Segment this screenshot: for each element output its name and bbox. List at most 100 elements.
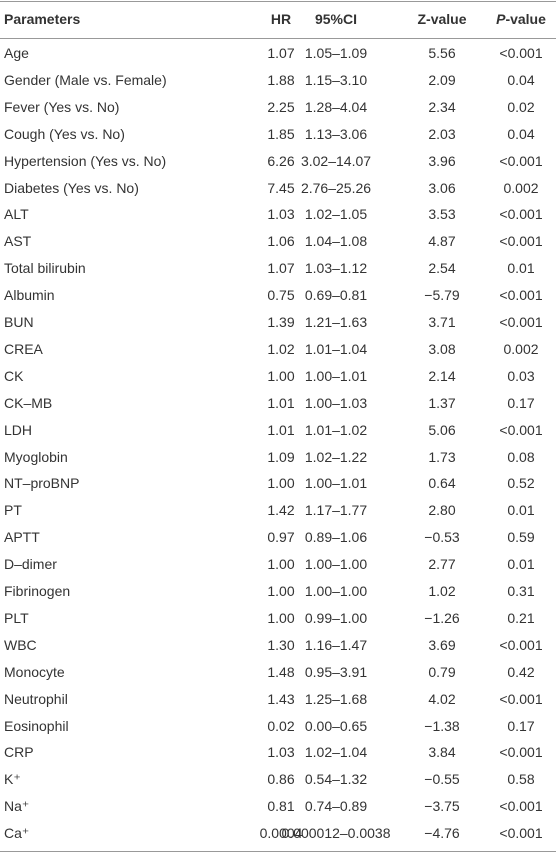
value-cell: 3.06 (428, 179, 456, 196)
parameter-cell: Fever (Yes vs. No) (4, 98, 120, 115)
parameter-cell: ALT (4, 206, 29, 223)
value-cell: 1.09 (267, 448, 295, 465)
value-cell: 1.13–3.06 (304, 125, 368, 142)
value-cell: 1.43 (267, 690, 295, 707)
header-cell: Z-value (417, 11, 467, 27)
value-cell: 1.00 (267, 583, 295, 599)
value-cell: 1.02 (428, 583, 456, 599)
value-cell: 3.53 (428, 206, 456, 223)
value-cell: 3.08 (428, 340, 456, 357)
parameter-cell: Ca⁺ (4, 825, 30, 842)
header-cell: Parameters (4, 11, 81, 27)
parameter-cell: CRP (4, 744, 34, 761)
header-cell: P-value (496, 0, 546, 38)
value-cell: 1.15–3.10 (304, 71, 368, 88)
parameter-cell: CK–MB (4, 394, 53, 411)
value-cell: 0.00–0.65 (304, 717, 368, 734)
value-cell: 1.07 (267, 260, 295, 277)
value-cell: 1.02 (267, 340, 295, 357)
value-cell: 1.00–1.01 (304, 475, 368, 492)
parameter-cell: K⁺ (4, 771, 21, 788)
value-cell: 0.69–0.81 (304, 287, 368, 304)
value-cell: 0.002 (503, 179, 539, 196)
value-cell: 3.71 (428, 314, 456, 330)
value-cell: 0.08 (507, 448, 535, 465)
value-cell: 1.37 (428, 394, 456, 411)
value-cell: 1.01–1.02 (304, 421, 368, 438)
value-cell: <0.001 (499, 690, 543, 707)
value-cell: −0.53 (424, 529, 460, 546)
value-cell: 1.00–1.00 (304, 556, 368, 573)
parameter-cell: CK (4, 367, 24, 384)
value-cell: 0.21 (507, 609, 535, 626)
value-cell: <0.001 (499, 287, 543, 304)
value-cell: 0.79 (428, 663, 456, 680)
value-cell: 2.09 (428, 71, 456, 88)
value-cell: 0.01 (507, 260, 535, 277)
value-cell: 1.07 (267, 45, 295, 61)
value-cell: 0.03 (507, 367, 535, 384)
value-cell: 1.05–1.09 (304, 45, 368, 61)
value-cell: 2.34 (428, 98, 456, 115)
value-cell: 3.96 (428, 152, 456, 169)
value-cell: 0.02 (507, 98, 535, 115)
parameter-cell: Diabetes (Yes vs. No) (4, 179, 139, 196)
value-cell: <0.001 (499, 314, 543, 330)
value-cell: 2.54 (428, 260, 456, 277)
value-cell: 2.03 (428, 125, 456, 142)
value-cell: <0.001 (499, 825, 543, 842)
value-cell: 1.04–1.08 (304, 233, 368, 250)
value-cell: <0.001 (499, 744, 543, 761)
parameter-cell: PT (4, 502, 22, 519)
value-cell: <0.001 (499, 45, 543, 61)
value-cell: <0.001 (499, 233, 543, 250)
parameter-cell: APTT (4, 529, 40, 546)
value-cell: 0.0004 (259, 825, 303, 842)
header-text: -value (505, 11, 546, 27)
parameter-cell: PLT (4, 609, 29, 626)
parameter-cell: CREA (4, 340, 43, 357)
value-cell: 1.02–1.22 (304, 448, 368, 465)
value-cell: 0.86 (267, 771, 295, 788)
parameter-cell: AST (4, 233, 32, 250)
value-cell: <0.001 (499, 636, 543, 653)
parameter-cell: Neutrophil (4, 690, 68, 707)
value-cell: 0.74–0.89 (304, 798, 368, 815)
value-cell: 1.03 (267, 206, 295, 223)
value-cell: 3.69 (428, 636, 456, 653)
value-cell: −1.26 (424, 609, 460, 626)
value-cell: 0.17 (507, 717, 535, 734)
value-cell: −4.76 (424, 825, 460, 842)
value-cell: 4.87 (428, 233, 456, 250)
parameter-cell: NT–proBNP (4, 475, 80, 492)
value-cell: 5.06 (428, 421, 456, 438)
value-cell: 1.30 (267, 636, 295, 653)
value-cell: 1.28–4.04 (304, 98, 368, 115)
value-cell: 0.02 (267, 717, 295, 734)
value-cell: 1.01–1.04 (304, 340, 368, 357)
value-cell: 0.002 (503, 340, 539, 357)
top-rule (0, 1, 556, 2)
value-cell: −5.79 (424, 287, 460, 304)
value-cell: 2.76–25.26 (300, 179, 372, 196)
parameter-cell: Fibrinogen (4, 583, 71, 599)
value-cell: 0.89–1.06 (304, 529, 368, 546)
value-cell: 1.48 (267, 663, 295, 680)
value-cell: 2.77 (428, 556, 456, 573)
value-cell: 0.01 (507, 556, 535, 573)
value-cell: 1.39 (267, 314, 295, 330)
value-cell: 0.59 (507, 529, 535, 546)
parameter-cell: Cough (Yes vs. No) (4, 125, 125, 142)
value-cell: 1.03–1.12 (304, 260, 368, 277)
value-cell: 1.85 (267, 125, 295, 142)
value-cell: 0.95–3.91 (304, 663, 368, 680)
value-cell: 3.84 (428, 744, 456, 761)
parameter-cell: Monocyte (4, 663, 65, 680)
parameter-cell: Total bilirubin (4, 260, 86, 277)
value-cell: <0.001 (499, 798, 543, 815)
value-cell: 0.31 (507, 583, 535, 599)
header-text: P (496, 11, 506, 27)
value-cell: 0.54–1.32 (304, 771, 368, 788)
value-cell: 0.42 (507, 663, 535, 680)
